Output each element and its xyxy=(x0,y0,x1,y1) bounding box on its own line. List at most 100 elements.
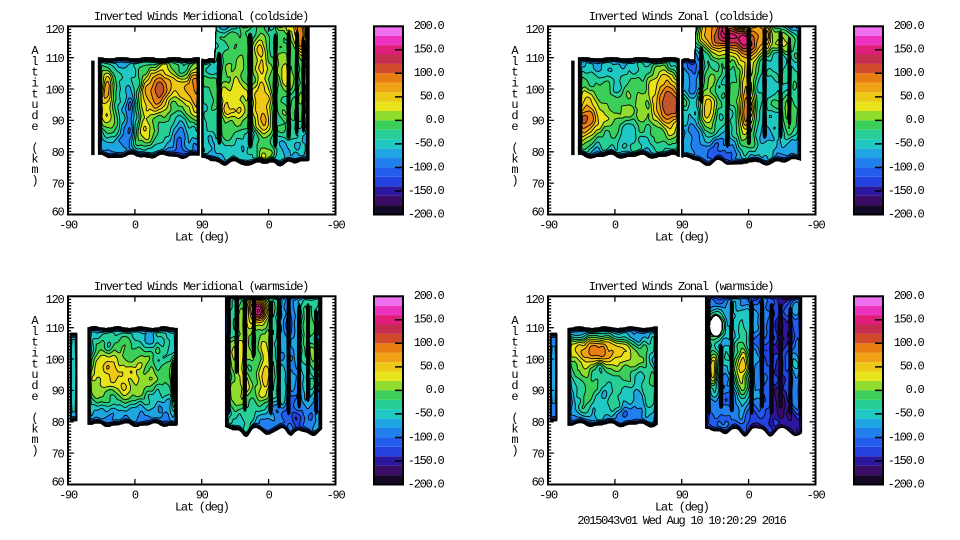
svg-text:(: ( xyxy=(31,142,37,156)
svg-text:0: 0 xyxy=(266,488,273,502)
svg-text:70: 70 xyxy=(532,177,545,191)
svg-text:k: k xyxy=(511,152,518,166)
svg-text:90: 90 xyxy=(52,115,65,129)
svg-text:Inverted Winds Zonal (coldside: Inverted Winds Zonal (coldside) xyxy=(589,10,774,24)
svg-text:80: 80 xyxy=(532,146,545,160)
svg-text:u: u xyxy=(511,368,518,382)
svg-text:200.0: 200.0 xyxy=(894,19,925,33)
svg-text:60: 60 xyxy=(532,475,545,489)
svg-text:Inverted Winds Meridional (col: Inverted Winds Meridional (coldside) xyxy=(94,10,308,24)
svg-text:0: 0 xyxy=(746,218,753,232)
svg-text:t: t xyxy=(511,336,517,350)
svg-text:-150.0: -150.0 xyxy=(408,184,445,198)
svg-text:-100.0: -100.0 xyxy=(888,430,925,444)
svg-text:70: 70 xyxy=(532,447,545,461)
svg-text:i: i xyxy=(511,77,518,91)
svg-text:m: m xyxy=(511,163,518,177)
svg-text:-50.0: -50.0 xyxy=(414,137,445,151)
svg-text:100: 100 xyxy=(526,353,545,367)
svg-text:l: l xyxy=(511,55,518,69)
svg-text:0: 0 xyxy=(612,218,619,232)
svg-text:70: 70 xyxy=(52,447,65,461)
svg-text:100.0: 100.0 xyxy=(894,66,925,80)
svg-text:110: 110 xyxy=(526,52,545,66)
svg-text:90: 90 xyxy=(52,385,65,399)
svg-text:120: 120 xyxy=(46,293,65,307)
svg-text:90: 90 xyxy=(676,218,689,232)
svg-text:-50.0: -50.0 xyxy=(894,407,925,421)
svg-text:t: t xyxy=(511,357,517,371)
svg-text:t: t xyxy=(31,357,37,371)
svg-text:(: ( xyxy=(31,412,37,426)
svg-text:150.0: 150.0 xyxy=(414,43,445,57)
svg-text:-150.0: -150.0 xyxy=(408,454,445,468)
svg-text:-90: -90 xyxy=(59,218,78,232)
svg-text:100: 100 xyxy=(46,83,65,97)
svg-text:k: k xyxy=(31,422,38,436)
svg-text:0: 0 xyxy=(266,218,273,232)
svg-text:l: l xyxy=(511,325,518,339)
svg-text:200.0: 200.0 xyxy=(894,289,925,303)
svg-text:0: 0 xyxy=(132,218,139,232)
svg-text:90: 90 xyxy=(196,218,209,232)
svg-text:Lat (deg): Lat (deg) xyxy=(175,231,229,245)
svg-text:110: 110 xyxy=(46,52,65,66)
svg-text:t: t xyxy=(511,66,517,80)
svg-text:100.0: 100.0 xyxy=(414,66,445,80)
svg-text:90: 90 xyxy=(532,115,545,129)
svg-text:-150.0: -150.0 xyxy=(888,454,925,468)
svg-text:(: ( xyxy=(511,142,517,156)
svg-text:50.0: 50.0 xyxy=(420,90,445,104)
svg-text:e: e xyxy=(511,120,518,134)
svg-text:-50.0: -50.0 xyxy=(894,137,925,151)
svg-text:u: u xyxy=(511,98,518,112)
svg-text:d: d xyxy=(511,109,518,123)
svg-text:m: m xyxy=(31,163,38,177)
svg-text:0.0: 0.0 xyxy=(906,113,925,127)
svg-text:-150.0: -150.0 xyxy=(888,184,925,198)
svg-text:-90: -90 xyxy=(327,218,346,232)
svg-text:70: 70 xyxy=(52,177,65,191)
svg-text:2015043v01 Wed Aug 10 10:20:29: 2015043v01 Wed Aug 10 10:20:29 2016 xyxy=(577,514,786,528)
svg-text:i: i xyxy=(31,347,38,361)
svg-text:90: 90 xyxy=(532,385,545,399)
svg-text:Lat (deg): Lat (deg) xyxy=(175,501,229,515)
svg-text:A: A xyxy=(511,314,519,328)
svg-text:-100.0: -100.0 xyxy=(888,160,925,174)
svg-text:Inverted Winds Zonal (warmside: Inverted Winds Zonal (warmside) xyxy=(589,280,774,294)
svg-text:0: 0 xyxy=(746,488,753,502)
svg-text:e: e xyxy=(31,390,38,404)
svg-text:): ) xyxy=(31,174,37,188)
svg-text:A: A xyxy=(511,44,519,58)
svg-text:110: 110 xyxy=(526,322,545,336)
svg-text:-200.0: -200.0 xyxy=(408,477,445,491)
svg-text:): ) xyxy=(31,444,37,458)
svg-text:): ) xyxy=(511,174,517,188)
svg-text:-90: -90 xyxy=(807,488,826,502)
svg-text:200.0: 200.0 xyxy=(414,19,445,33)
svg-text:m: m xyxy=(511,433,518,447)
svg-text:0.0: 0.0 xyxy=(426,113,445,127)
svg-text:i: i xyxy=(511,347,518,361)
svg-text:60: 60 xyxy=(52,205,65,219)
svg-text:-100.0: -100.0 xyxy=(408,430,445,444)
svg-text:80: 80 xyxy=(52,146,65,160)
svg-text:120: 120 xyxy=(526,23,545,37)
svg-text:A: A xyxy=(31,44,39,58)
svg-text:t: t xyxy=(31,87,37,101)
svg-text:-90: -90 xyxy=(807,218,826,232)
svg-text:d: d xyxy=(31,109,38,123)
svg-text:(: ( xyxy=(511,412,517,426)
svg-text:-90: -90 xyxy=(539,488,558,502)
svg-text:t: t xyxy=(31,66,37,80)
svg-text:u: u xyxy=(31,98,38,112)
svg-text:110: 110 xyxy=(46,322,65,336)
svg-text:-200.0: -200.0 xyxy=(888,207,925,221)
svg-text:0.0: 0.0 xyxy=(426,383,445,397)
svg-text:0: 0 xyxy=(132,488,139,502)
svg-text:k: k xyxy=(31,152,38,166)
svg-text:80: 80 xyxy=(532,416,545,430)
svg-text:50.0: 50.0 xyxy=(420,360,445,374)
svg-text:Lat (deg): Lat (deg) xyxy=(655,231,709,245)
svg-text:-90: -90 xyxy=(327,488,346,502)
